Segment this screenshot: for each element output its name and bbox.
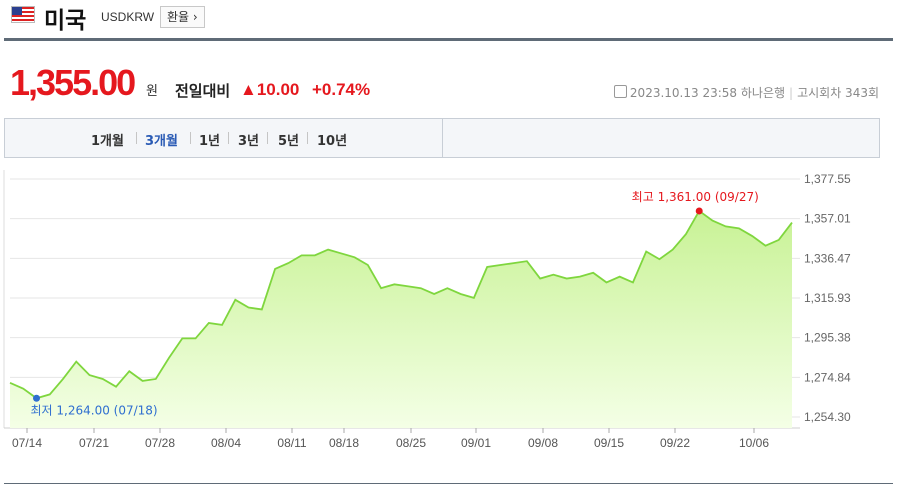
- x-tick-label: 08/04: [211, 436, 241, 450]
- top-bar: 미국 USDKRW 환율 ›: [0, 0, 897, 38]
- quote-meta: 2023.10.13 23:58 하나은행 | 고시회차 343회: [613, 84, 879, 101]
- x-tick-label: 08/18: [329, 436, 359, 450]
- high-label: 최고 1,361.00 (09/27): [632, 190, 759, 204]
- compare-label: 전일대비: [175, 82, 231, 100]
- y-tick-label: 1,315.93: [804, 291, 851, 305]
- y-tick-label: 1,295.38: [804, 331, 851, 345]
- tab-3month[interactable]: 3개월: [145, 134, 178, 149]
- bottom-divider: [4, 483, 893, 484]
- tab-1year[interactable]: 1년: [199, 134, 221, 149]
- us-flag-icon: [11, 6, 35, 23]
- quote-datetime: 2023.10.13 23:58: [629, 86, 738, 100]
- x-tick-label: 09/22: [660, 436, 690, 450]
- y-tick-label: 1,274.84: [804, 370, 851, 384]
- area-fill: [10, 210, 792, 428]
- tab-1month[interactable]: 1개월: [91, 134, 124, 149]
- currency-code: USDKRW: [101, 10, 155, 24]
- exchange-rate-chart: 1,377.55 1,357.01 1,336.47 1,315.93 1,295.38…: [3, 170, 851, 450]
- x-tick-label: 10/06: [739, 436, 769, 450]
- low-point-marker: [33, 394, 41, 402]
- x-tick-label: 09/08: [528, 436, 558, 450]
- bank-name: 하나은행: [740, 86, 786, 100]
- x-tick-label: 08/11: [277, 436, 306, 450]
- country-name: 미국: [44, 8, 87, 34]
- exchange-convert-button[interactable]: 환율 ›: [160, 6, 205, 28]
- header-divider: [4, 38, 893, 41]
- clock-icon: [613, 85, 627, 98]
- x-tick-label: 07/28: [145, 436, 175, 450]
- exchange-convert-label: 환율: [167, 10, 190, 24]
- x-tick-label: 09/15: [594, 436, 624, 450]
- series-line: [9, 209, 793, 400]
- tab-10year[interactable]: 10년: [317, 134, 348, 149]
- y-tick-label: 1,357.01: [804, 212, 851, 226]
- y-tick-label: 1,377.55: [804, 172, 851, 186]
- current-price: 1,355.00: [10, 62, 136, 103]
- notice-round: 고시회차 343회: [797, 86, 879, 100]
- y-tick-label: 1,336.47: [804, 251, 851, 265]
- x-tick-label: 07/21: [79, 436, 109, 450]
- x-tick-label: 08/25: [396, 436, 426, 450]
- tab-3year[interactable]: 3년: [238, 134, 260, 149]
- y-tick-label: 1,254.30: [804, 410, 851, 424]
- tab-5year[interactable]: 5년: [278, 134, 300, 149]
- x-tick-label: 09/01: [461, 436, 491, 450]
- x-tick-label: 07/14: [12, 436, 42, 450]
- change-value: ▲10.00: [240, 80, 300, 99]
- price-unit: 원: [146, 84, 158, 99]
- high-point-marker: [695, 207, 703, 215]
- change-percent: +0.74%: [312, 80, 371, 99]
- period-tabs: 1개월 3개월 1년 3년 5년 10년: [4, 118, 880, 158]
- low-label: 최저 1,264.00 (07/18): [31, 403, 158, 417]
